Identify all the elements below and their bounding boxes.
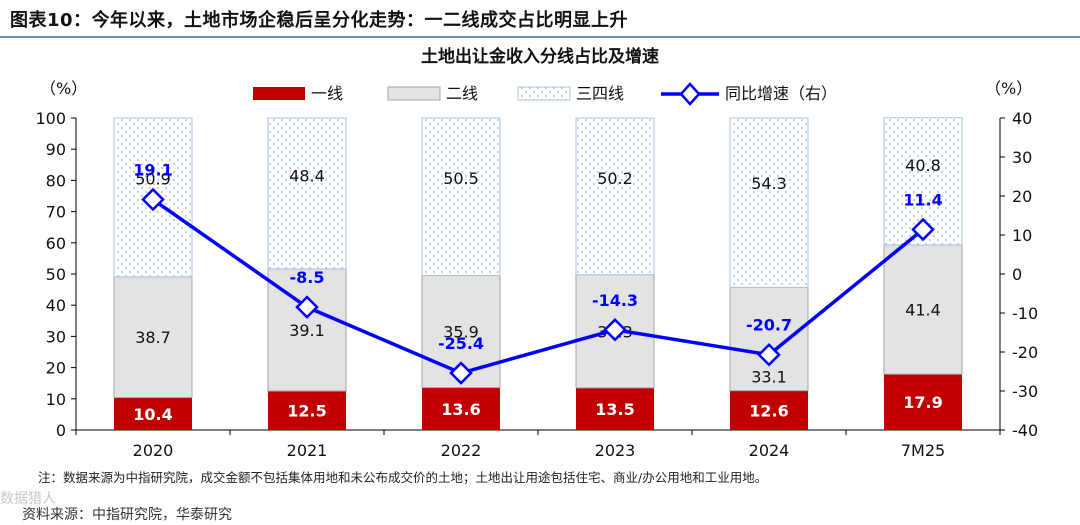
- legend-item: 三四线: [517, 84, 624, 103]
- bar-data-label: 41.4: [905, 301, 941, 320]
- bar-segment: [267, 117, 347, 270]
- line-series: 19.1 -8.5 -25.4 -14.3 -20.7 11.4: [133, 161, 943, 385]
- line-data-label: -8.5: [290, 268, 325, 287]
- bar-segment: [576, 387, 654, 430]
- y-right-tick-label: -40: [1012, 421, 1038, 440]
- legend-swatch: [517, 86, 571, 101]
- y-left-tick-label: 20: [46, 359, 66, 378]
- bar-segment: [268, 391, 346, 430]
- x-tick-label: 2021: [287, 441, 328, 460]
- y-left-tick-label: 40: [46, 296, 66, 315]
- line-data-label: -14.3: [592, 291, 638, 310]
- bar-segment: [729, 117, 809, 288]
- bar-data-label: 17.9: [903, 393, 942, 412]
- bar-data-label: 12.5: [287, 402, 326, 421]
- bar-data-label: 35.9: [443, 323, 479, 342]
- y-right-tick-label: -20: [1012, 343, 1038, 362]
- legend-swatch: [387, 86, 441, 101]
- figure-label: 图表10：: [10, 10, 92, 31]
- y-right-tick-label: 20: [1012, 187, 1032, 206]
- line-marker: [757, 342, 781, 367]
- legend-marker: [679, 82, 701, 106]
- bar-series: 10.4 38.7 50.9 12.5 39.1 48.4 13.6 35.9 50.5 13.5…: [113, 117, 963, 430]
- line-marker: [603, 318, 627, 342]
- y-right-tick-label: -30: [1012, 382, 1038, 401]
- bar-segment: [114, 397, 192, 430]
- line-data-label: 19.1: [133, 161, 172, 180]
- line-data-label: 11.4: [903, 191, 942, 210]
- y-right-tick-label: -10: [1012, 304, 1038, 323]
- legend-item: 一线: [253, 84, 343, 103]
- x-tick-label: 2022: [441, 441, 482, 460]
- footnote: 注：数据来源为中指研究院，成交金额不包括集体用地和未公布成交价的土地；土地出让用…: [38, 470, 768, 485]
- y-right-tick-label: 40: [1012, 109, 1032, 128]
- bar-data-label: 50.2: [597, 169, 633, 188]
- bar-data-label: 40.8: [905, 156, 941, 175]
- figure-title-text: 今年以来，土地市场企稳后呈分化走势：一二线成交占比明显上升: [91, 10, 629, 31]
- line-marker: [449, 361, 473, 385]
- y-left-tick-label: 100: [35, 109, 66, 128]
- legend-label: 三四线: [576, 84, 624, 103]
- legend-label: 同比增速（右）: [725, 84, 837, 103]
- figure-title: 图表10：今年以来，土地市场企稳后呈分化走势：一二线成交占比明显上升: [10, 6, 628, 32]
- y-right-tick-label: 0: [1012, 265, 1022, 284]
- bar-data-label: 39.1: [289, 321, 325, 340]
- bar-segment: [730, 390, 808, 430]
- bar-data-label: 13.6: [441, 400, 480, 419]
- source-note: 资料来源：中指研究院，华泰研究: [22, 507, 232, 523]
- bar-data-label: 54.3: [751, 174, 787, 193]
- stacked-bar-line-chart: 土地出让金收入分线占比及增速 一线 二线 三四线 同比增速（右） 0 10 20 30 40 5…: [35, 46, 1038, 460]
- bar-segment: [421, 117, 501, 277]
- header-divider: [0, 36, 1080, 38]
- x-tick-label: 2023: [595, 441, 636, 460]
- chart-title: 土地出让金收入分线占比及增速: [421, 46, 659, 67]
- y-left-tick-label: 60: [46, 234, 66, 253]
- line-data-label: -20.7: [746, 316, 792, 335]
- bar-data-label: 50.5: [443, 169, 479, 188]
- legend-item: 同比增速（右）: [661, 82, 837, 106]
- y-left-tick-label: 10: [46, 390, 66, 409]
- bar-data-label: 13.5: [595, 400, 634, 419]
- line-data-label: -25.4: [438, 334, 484, 353]
- y-right-tick-label: 10: [1012, 226, 1032, 245]
- bar-data-label: 33.1: [751, 368, 787, 387]
- y-right-tick-label: 30: [1012, 148, 1032, 167]
- chart-legend: 一线 二线 三四线 同比增速（右）: [253, 82, 837, 106]
- legend-swatch: [253, 87, 305, 100]
- y-left-tick-label: 50: [46, 265, 66, 284]
- line-marker: [141, 187, 165, 212]
- y-left-axis-label: （%）: [40, 79, 87, 98]
- bar-segment: [422, 387, 500, 430]
- figure-header: 图表10：今年以来，土地市场企稳后呈分化走势：一二线成交占比明显上升: [0, 0, 1080, 38]
- y-right-axis-label: （%）: [985, 79, 1032, 98]
- bar-segment: [729, 286, 809, 392]
- bar-data-label: 48.4: [289, 166, 325, 185]
- x-tick-label: 2024: [749, 441, 790, 460]
- bar-data-label: 12.6: [749, 401, 788, 420]
- y-left-tick-label: 80: [46, 171, 66, 190]
- legend-label: 二线: [446, 84, 478, 103]
- y-left-tick-label: 70: [46, 203, 66, 222]
- line-marker: [911, 217, 935, 242]
- bar-data-label: 10.4: [133, 405, 172, 424]
- legend-label: 一线: [311, 84, 343, 103]
- line-path: [151, 198, 925, 375]
- bar-segment: [883, 244, 963, 375]
- legend-item: 二线: [387, 84, 478, 103]
- y-left-tick-label: 0: [56, 421, 66, 440]
- line-marker: [295, 295, 319, 319]
- y-left-tick-label: 30: [46, 327, 66, 346]
- bar-segment: [575, 117, 655, 276]
- x-tick-label: 2020: [133, 441, 174, 460]
- bar-data-label: 50.9: [135, 170, 171, 189]
- watermark: 数据猎人: [0, 491, 56, 507]
- y-left-tick-label: 90: [46, 140, 66, 159]
- bar-data-label: 38.7: [135, 328, 171, 347]
- bar-segment: [884, 374, 962, 430]
- bar-segment: [113, 276, 193, 399]
- x-tick-label: 7M25: [901, 441, 945, 460]
